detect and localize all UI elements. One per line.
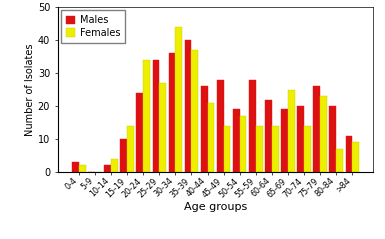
X-axis label: Age groups: Age groups: [184, 202, 247, 212]
Bar: [352, 142, 359, 172]
Bar: [104, 165, 111, 172]
Bar: [288, 90, 295, 172]
Bar: [208, 103, 214, 172]
Bar: [201, 86, 208, 172]
Bar: [185, 40, 191, 172]
Bar: [233, 109, 240, 172]
Bar: [320, 96, 327, 172]
Bar: [281, 109, 288, 172]
Bar: [121, 139, 127, 172]
Bar: [217, 80, 224, 172]
Bar: [313, 86, 320, 172]
Bar: [346, 136, 352, 172]
Bar: [249, 80, 256, 172]
Bar: [136, 93, 143, 172]
Bar: [336, 149, 343, 172]
Bar: [297, 106, 304, 172]
Bar: [176, 27, 182, 172]
Bar: [330, 106, 336, 172]
Bar: [159, 83, 166, 172]
Bar: [79, 165, 85, 172]
Bar: [304, 126, 311, 172]
Bar: [143, 60, 150, 172]
Bar: [191, 50, 198, 172]
Bar: [265, 99, 272, 172]
Bar: [111, 159, 118, 172]
Bar: [224, 126, 230, 172]
Bar: [272, 126, 279, 172]
Bar: [72, 162, 79, 172]
Bar: [152, 60, 159, 172]
Bar: [127, 126, 134, 172]
Y-axis label: Number of Isolates: Number of Isolates: [25, 43, 35, 136]
Bar: [169, 53, 176, 172]
Bar: [240, 116, 246, 172]
Bar: [256, 126, 263, 172]
Legend: Males, Females: Males, Females: [61, 10, 126, 43]
